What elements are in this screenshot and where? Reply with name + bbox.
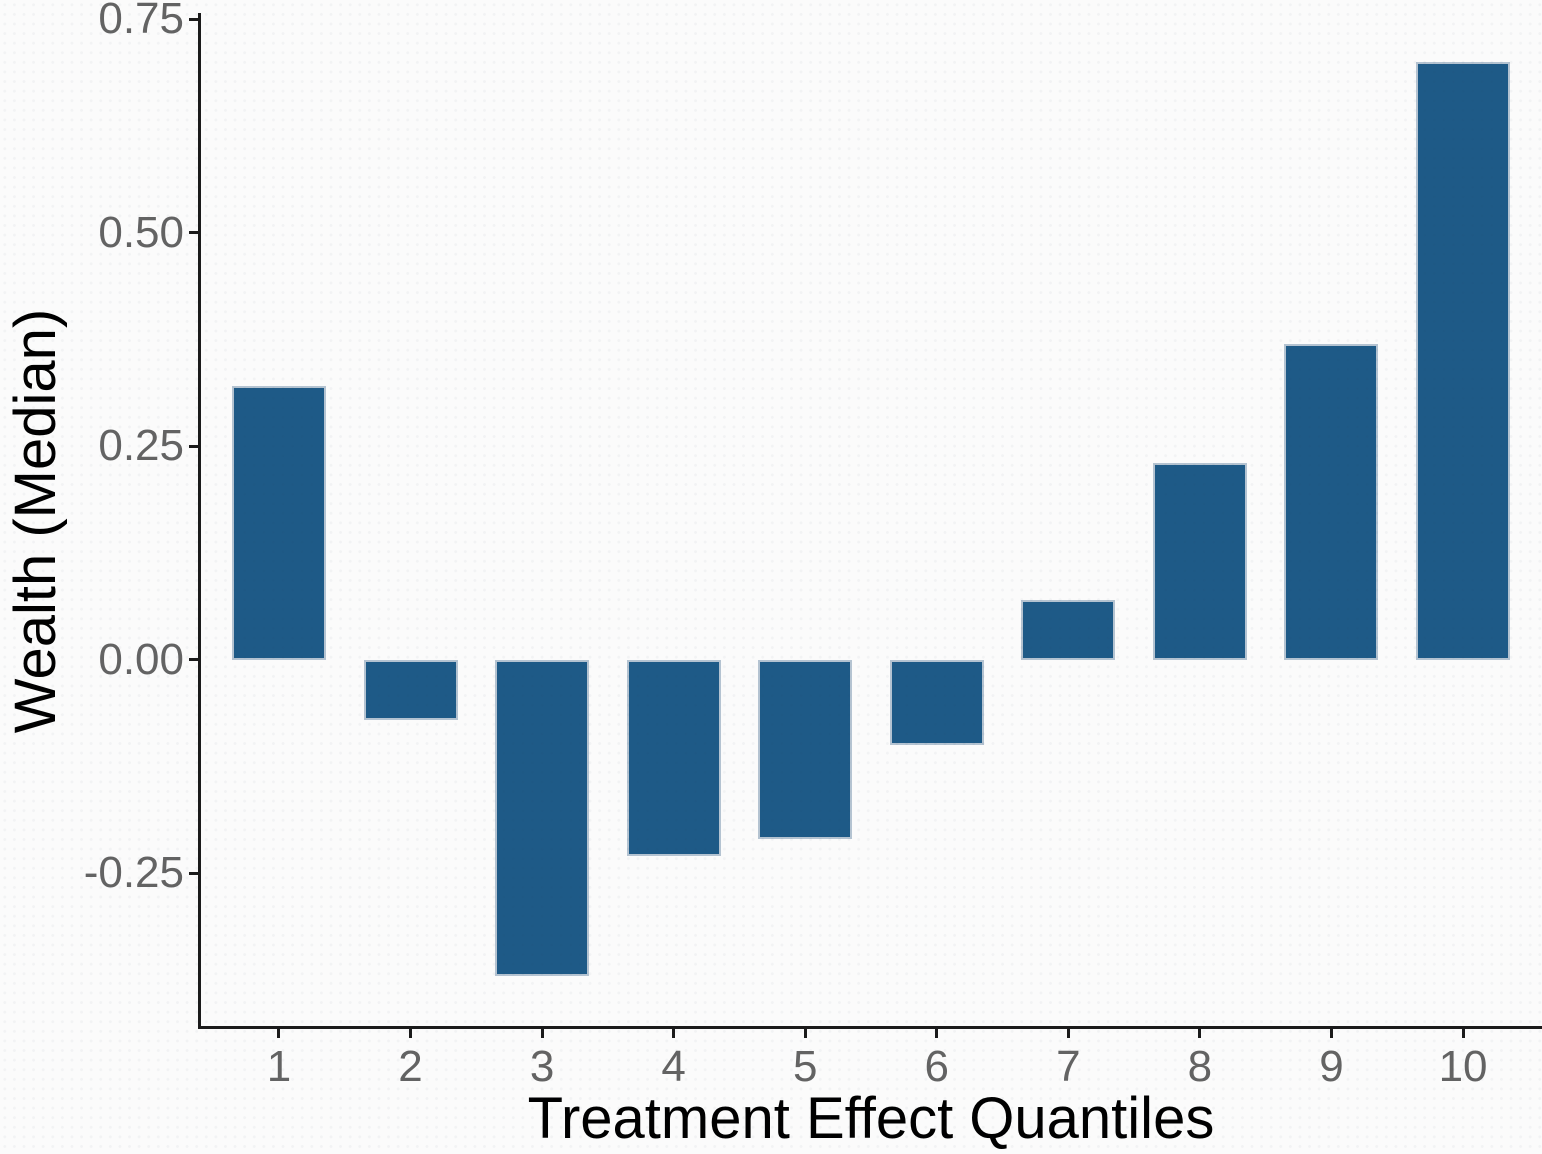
x-tick-label: 4 [661, 1042, 686, 1091]
y-tick-label: 0.25 [98, 421, 184, 471]
y-tick-label: 0.75 [98, 0, 184, 44]
y-tick-mark [189, 658, 199, 662]
bar [758, 659, 853, 840]
x-tick-mark [1066, 1029, 1070, 1038]
y-tick-mark [189, 231, 199, 235]
x-tick-label: 3 [529, 1042, 555, 1091]
x-tick-label: 8 [1187, 1042, 1213, 1091]
x-tick-mark [409, 1029, 412, 1038]
x-axis-line [198, 1026, 1542, 1029]
y-tick-mark [189, 17, 199, 21]
bar [363, 659, 458, 720]
bar [626, 659, 721, 857]
x-tick-mark [803, 1029, 807, 1038]
bar [889, 659, 984, 746]
x-tick-label: 2 [398, 1042, 423, 1091]
x-tick-label: 1 [266, 1042, 292, 1091]
x-tick-mark [935, 1029, 939, 1038]
x-tick-mark [540, 1029, 544, 1038]
bar [1152, 463, 1247, 660]
y-tick-mark [189, 871, 199, 875]
x-tick-label: 9 [1319, 1042, 1344, 1091]
y-tick-label: 0.50 [98, 207, 184, 257]
bar [231, 386, 326, 660]
bar [1416, 61, 1511, 660]
x-tick-label: 6 [924, 1042, 950, 1091]
x-tick-label: 10 [1438, 1042, 1488, 1091]
y-axis-title: Wealth (Median) [3, 308, 68, 734]
x-tick-label: 5 [792, 1042, 818, 1091]
bar [1284, 343, 1379, 660]
y-tick-label: 0.00 [98, 634, 184, 684]
x-tick-mark [277, 1029, 281, 1038]
x-tick-mark [672, 1029, 676, 1038]
x-tick-mark [1198, 1029, 1202, 1038]
x-axis-title: Treatment Effect Quantiles [527, 1086, 1215, 1151]
y-axis-line [198, 13, 201, 1029]
y-tick-label: -0.25 [83, 848, 184, 898]
bar [495, 659, 590, 976]
x-tick-label: 7 [1056, 1042, 1081, 1091]
bar [1021, 599, 1116, 660]
x-tick-mark [1461, 1029, 1465, 1038]
x-tick-mark [1329, 1029, 1333, 1038]
y-tick-mark [189, 444, 199, 448]
